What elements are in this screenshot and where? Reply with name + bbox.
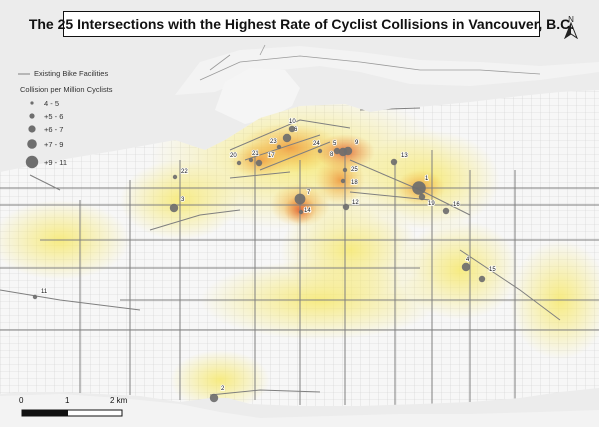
collision-point-7 — [294, 193, 306, 205]
map-title: The 25 Intersections with the Highest Ra… — [29, 11, 574, 37]
legend-collision-title: Collision per Million Cyclists — [20, 85, 113, 94]
collision-label-10: 10 — [289, 119, 296, 125]
collision-point-15 — [478, 275, 486, 283]
collision-point-21 — [248, 157, 254, 163]
scale-bar-graphic — [21, 409, 123, 417]
collision-point-2 — [209, 393, 219, 403]
collision-label-21: 21 — [252, 151, 259, 157]
collision-point-16 — [442, 207, 450, 215]
legend-class-5-symbol — [25, 155, 39, 169]
legend-class-4: +7 - 9 — [44, 140, 64, 149]
collision-label-11: 11 — [41, 289, 48, 295]
collision-label-7: 7 — [307, 190, 311, 196]
collision-label-17: 17 — [268, 153, 275, 159]
collision-point-23 — [276, 144, 282, 150]
collision-label-3: 3 — [181, 197, 185, 203]
collision-point-5 — [333, 147, 341, 155]
collision-point-18 — [340, 178, 346, 184]
north-label: N — [568, 15, 574, 24]
collision-label-1: 1 — [425, 176, 429, 182]
scale-bar: 0 1 2 km — [14, 396, 174, 422]
collision-label-24: 24 — [313, 141, 320, 147]
collision-label-25: 25 — [351, 167, 358, 173]
north-shore-bike-facilities — [199, 44, 541, 81]
legend-class-3: +6 - 7 — [44, 125, 64, 134]
collision-point-12 — [342, 203, 350, 211]
collision-label-13: 13 — [401, 153, 408, 159]
collision-point-19 — [418, 193, 426, 201]
collision-point-20 — [236, 160, 242, 166]
collision-point-13 — [390, 158, 398, 166]
collision-point-3 — [169, 203, 179, 213]
collision-point-25 — [342, 167, 348, 173]
collision-point-6 — [282, 133, 292, 143]
collision-label-2: 2 — [221, 386, 225, 392]
collision-point-14 — [298, 209, 304, 215]
legend: Existing Bike Facilities Collision per M… — [18, 66, 178, 174]
collision-label-9: 9 — [355, 140, 359, 146]
collision-label-8: 8 — [330, 152, 334, 158]
legend-bike-label: Existing Bike Facilities — [34, 69, 109, 78]
collision-point-9 — [343, 146, 353, 156]
collision-point-17 — [255, 159, 263, 167]
collision-point-24 — [317, 148, 323, 154]
collision-label-19: 19 — [428, 201, 435, 207]
scale-label-2: 2 km — [110, 396, 128, 405]
map-title-text: The 25 Intersections with the Highest Ra… — [28, 16, 575, 32]
scale-label-1: 1 — [65, 396, 70, 405]
collision-point-11 — [32, 294, 38, 300]
collision-point-4 — [461, 262, 471, 272]
legend-class-1-symbol — [30, 101, 34, 105]
collision-label-22: 22 — [181, 169, 188, 175]
collision-label-16: 16 — [453, 202, 460, 208]
legend-class-1: 4 - 5 — [44, 99, 60, 108]
collision-label-6: 6 — [294, 127, 298, 133]
legend-symbols — [18, 73, 39, 169]
collision-point-22 — [172, 174, 178, 180]
legend-class-3-symbol — [28, 125, 36, 133]
collision-label-18: 18 — [351, 180, 358, 186]
legend-class-2: +5 - 6 — [44, 112, 64, 121]
legend-class-5: +9 - 11 — [44, 158, 68, 167]
collision-point-10 — [288, 125, 296, 133]
collision-label-20: 20 — [230, 153, 237, 159]
legend-class-4-symbol — [27, 139, 37, 149]
collision-point-1 — [412, 181, 426, 195]
bike-facilities — [0, 90, 599, 405]
collision-label-15: 15 — [489, 267, 496, 273]
north-arrow-icon: N — [564, 15, 578, 39]
legend-class-2-symbol — [29, 113, 35, 119]
collision-label-12: 12 — [352, 200, 359, 206]
scale-label-0: 0 — [19, 396, 24, 405]
collision-label-14: 14 — [304, 208, 311, 214]
collision-label-4: 4 — [466, 257, 470, 263]
collision-label-23: 23 — [270, 139, 277, 145]
collision-label-5: 5 — [333, 141, 337, 147]
